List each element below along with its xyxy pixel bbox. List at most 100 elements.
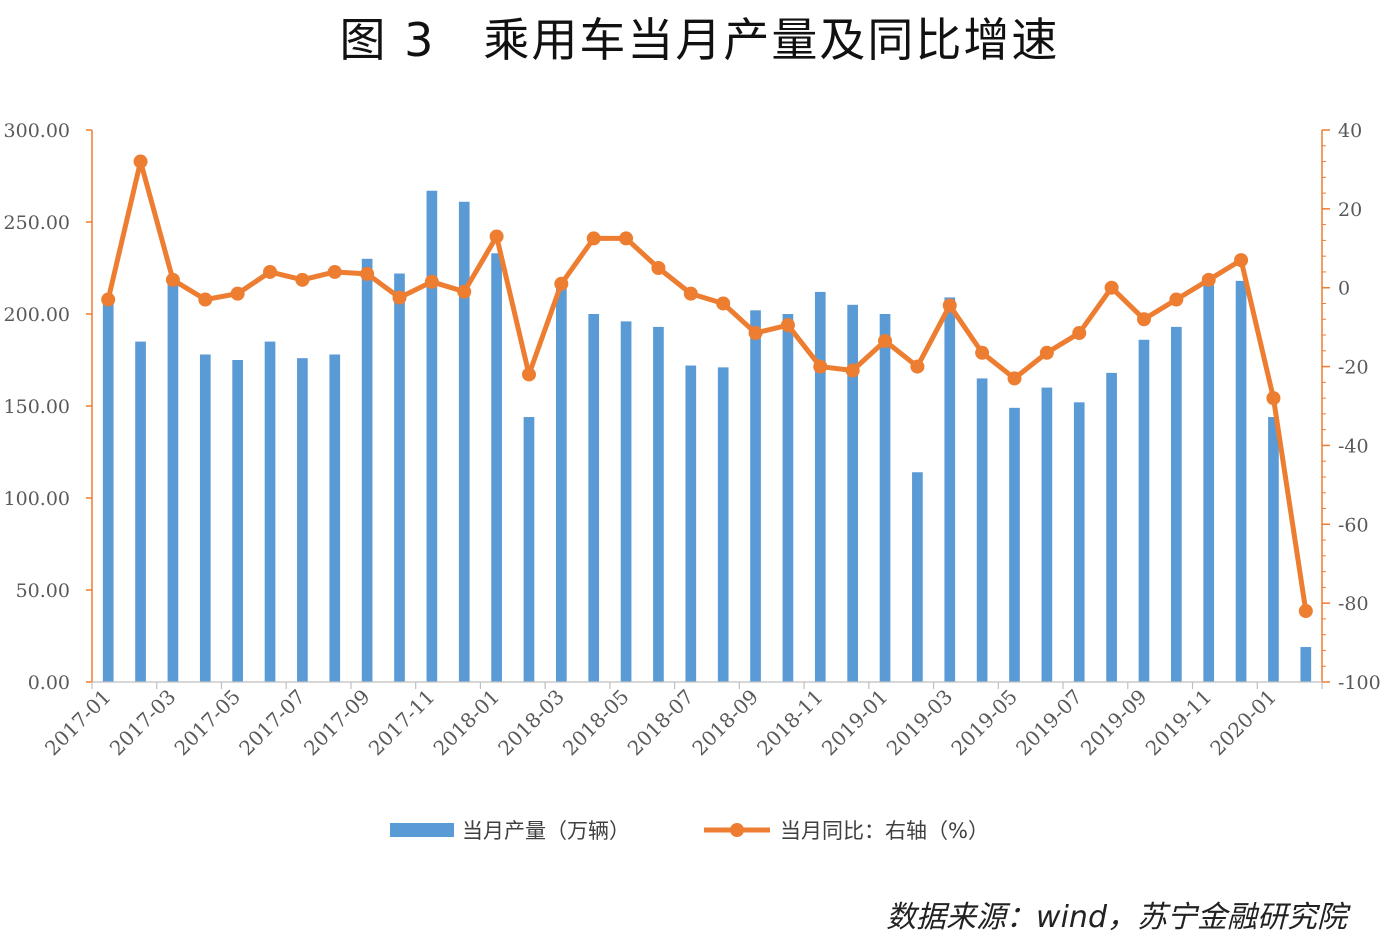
y-right-tick-label: -80 (1338, 593, 1369, 615)
bar-2017-01 (102, 301, 114, 682)
x-tick-label: 2019-07 (1011, 685, 1087, 761)
bar-2019-07 (1073, 402, 1085, 682)
x-tick-label: 2019-01 (817, 685, 893, 761)
bar-2018-11 (814, 291, 826, 682)
bar-2019-12 (1235, 280, 1247, 682)
y-right-tick-label: 20 (1338, 199, 1362, 221)
yoy-point-2019-09 (1136, 312, 1151, 327)
yoy-point-2018-10 (780, 318, 795, 333)
legend-bar-label: 当月产量（万辆） (462, 819, 630, 843)
x-tick-label: 2019-09 (1076, 685, 1152, 761)
bar-2018-06 (653, 326, 664, 682)
bar-2017-10 (394, 273, 405, 682)
yoy-point-2017-10 (392, 290, 407, 305)
x-tick-label: 2018-09 (687, 685, 763, 761)
bar-2018-12 (847, 304, 858, 682)
yoy-point-2018-01 (489, 229, 504, 244)
bar-2019-10 (1171, 326, 1182, 682)
bar-2018-01 (491, 253, 502, 682)
bar-2017-03 (167, 280, 179, 682)
yoy-point-2018-04 (586, 231, 601, 246)
y-left-tick-label: 0.00 (28, 672, 70, 694)
x-tick-label: 2017-03 (105, 685, 181, 761)
y-right-tick-label: -20 (1338, 357, 1369, 379)
x-tick-label: 2017-11 (364, 685, 440, 761)
y-left-tick-label: 50.00 (16, 580, 70, 602)
yoy-point-2018-05 (619, 231, 634, 246)
chart-title: 图 3 乘用车当月产量及同比增速 (339, 13, 1060, 67)
yoy-point-2018-07 (683, 286, 698, 301)
x-tick-label: 2017-01 (40, 685, 116, 761)
bar-2017-08 (329, 354, 341, 682)
yoy-point-2018-09 (748, 326, 763, 341)
bar-2020-02 (1300, 647, 1312, 682)
yoy-point-2019-01 (878, 333, 893, 348)
x-tick-label: 2018-07 (623, 685, 699, 761)
yoy-point-2017-11 (424, 274, 439, 289)
bar-2019-01 (879, 314, 891, 682)
x-tick-label: 2019-05 (946, 685, 1022, 761)
bar-2019-03 (944, 297, 956, 682)
line-series (101, 154, 1313, 619)
bar-2020-01 (1268, 417, 1279, 682)
legend: 当月产量（万辆） 当月同比：右轴（%） (390, 819, 989, 843)
x-tick-label: 2019-11 (1141, 685, 1217, 761)
y-left-tick-label: 200.00 (4, 304, 70, 326)
yoy-point-2020-02 (1298, 604, 1313, 619)
x-tick-label: 2017-05 (169, 685, 245, 761)
bar-series (102, 190, 1312, 682)
yoy-point-2017-09 (360, 266, 375, 281)
y-right-tick-label: 0 (1338, 278, 1350, 300)
yoy-point-2017-01 (101, 292, 116, 307)
yoy-point-2018-02 (521, 367, 536, 382)
bar-2018-10 (782, 314, 794, 682)
yoy-point-2019-12 (1234, 253, 1249, 268)
yoy-point-2017-12 (457, 284, 472, 299)
yoy-point-2017-08 (327, 264, 342, 279)
yoy-point-2020-01 (1266, 391, 1281, 406)
bar-2017-12 (458, 201, 470, 682)
yoy-point-2019-10 (1169, 292, 1184, 307)
yoy-point-2017-04 (198, 292, 213, 307)
y-left-tick-label: 250.00 (4, 212, 70, 234)
bar-2019-11 (1203, 284, 1215, 682)
bar-2017-02 (135, 341, 146, 682)
yoy-line (105, 159, 1309, 612)
x-tick-label: 2019-03 (882, 685, 958, 761)
yoy-point-2019-03 (942, 298, 957, 313)
y-right-tick-label: 40 (1338, 120, 1362, 142)
bar-2018-09 (750, 310, 761, 682)
yoy-point-2017-06 (263, 264, 278, 279)
yoy-point-2019-07 (1072, 326, 1087, 341)
bar-2018-04 (588, 314, 600, 682)
yoy-point-2018-08 (716, 296, 731, 311)
y-right-tick-label: -100 (1338, 672, 1381, 694)
yoy-point-2017-07 (295, 272, 310, 287)
bar-2017-11 (426, 190, 438, 682)
yoy-point-2019-08 (1104, 280, 1119, 295)
yoy-point-2017-02 (133, 154, 148, 169)
legend-line-label: 当月同比：右轴（%） (780, 819, 989, 843)
yoy-point-2019-06 (1039, 345, 1054, 360)
y-right-tick-label: -40 (1338, 435, 1369, 457)
yoy-point-2018-06 (651, 261, 666, 275)
x-tick-label: 2018-01 (428, 685, 504, 761)
y-left-tick-label: 150.00 (4, 396, 70, 418)
bar-2017-07 (297, 358, 308, 682)
yoy-point-2017-03 (165, 272, 180, 287)
bar-2018-08 (717, 367, 729, 682)
x-tick-label: 2018-11 (752, 685, 828, 761)
bar-2018-05 (620, 321, 632, 682)
bar-2019-04 (976, 378, 988, 682)
bar-2017-04 (199, 354, 211, 682)
bar-2018-03 (556, 280, 567, 682)
x-tick-label: 2017-09 (299, 685, 375, 761)
legend-bar-swatch (390, 823, 454, 837)
bar-2017-05 (232, 360, 243, 682)
y-right-tick-label: -60 (1338, 514, 1369, 536)
x-tick-label: 2018-03 (493, 685, 569, 761)
bar-2019-06 (1041, 387, 1053, 682)
yoy-point-2019-02 (910, 359, 925, 374)
bar-2019-05 (1009, 407, 1020, 682)
